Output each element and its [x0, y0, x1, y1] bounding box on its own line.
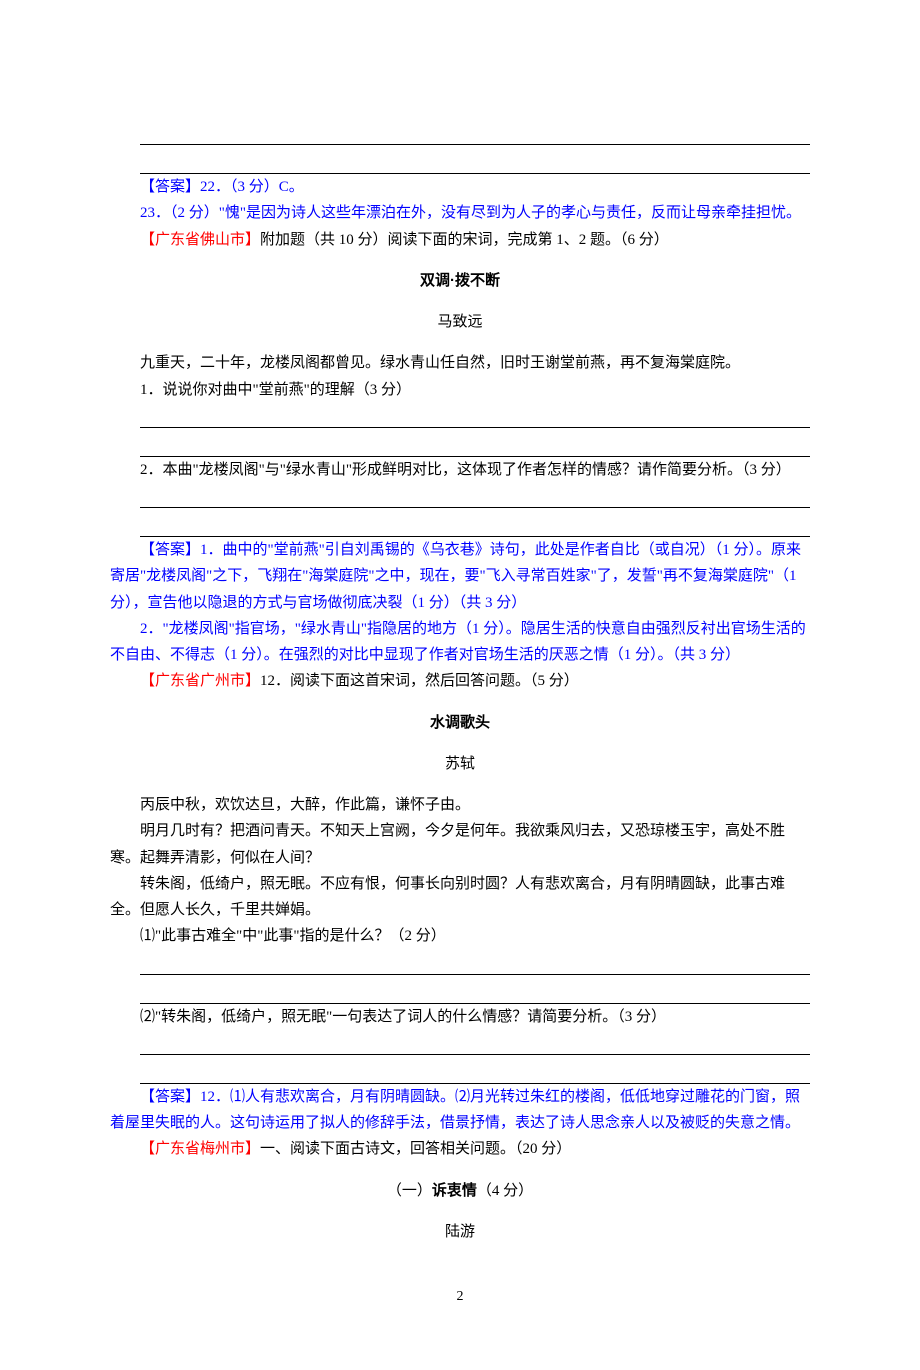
source-tag: 【广东省梅州市】: [140, 1141, 260, 1157]
source-tag: 【广东省佛山市】: [140, 232, 260, 248]
answer-blank-line: [140, 1059, 810, 1084]
question-2-1: ⑴"此事古难全"中"此事"指的是什么？（2 分）: [110, 923, 810, 949]
answer-1: 【答案】1．曲中的"堂前燕"引自刘禹锡的《乌衣巷》诗句，此处是作者自比（或自况）…: [110, 537, 810, 616]
section-instruction: 12．阅读下面这首宋词，然后回答问题。（5 分）: [260, 673, 579, 689]
answer-2: 【答案】12．⑴人有悲欢离合，月有阴晴圆缺。⑵月光转过朱红的楼阁，低低地穿过雕花…: [110, 1084, 810, 1137]
poem-title-2: 水调歌头: [110, 710, 810, 736]
answer-blank-line: [140, 950, 810, 975]
poem-title-3: 诉衷情: [432, 1182, 477, 1199]
title-3-suffix: （4 分）: [477, 1183, 533, 1199]
poem-1-line: 九重天，二十年，龙楼凤阁都曾见。绿水青山任自然，旧时王谢堂前燕，再不复海棠庭院。: [110, 350, 810, 376]
source-tag: 【广东省广州市】: [140, 673, 260, 689]
question-1-1: 1．说说你对曲中"堂前燕"的理解（3 分）: [110, 377, 810, 403]
answer-blank-line: [140, 512, 810, 537]
page-number: 2: [110, 1285, 810, 1310]
answer-22-body: 22．（3 分）C。: [200, 179, 304, 195]
document-page: 【答案】22．（3 分）C。 23．（2 分）"愧"是因为诗人这些年漂泊在外，没…: [0, 0, 920, 1370]
poem-2-preface: 丙辰中秋，欢饮达旦，大醉，作此篇，谦怀子由。: [110, 792, 810, 818]
poem-2-stanza-1: 明月几时有？把酒问青天。不知天上宫阙，今夕是何年。我欲乘风归去，又恐琼楼玉宇，高…: [110, 818, 810, 871]
section-guangzhou: 【广东省广州市】12．阅读下面这首宋词，然后回答问题。（5 分）: [110, 668, 810, 694]
question-2-2: ⑵"转朱阁，低绮户，照无眠"一句表达了词人的什么情感？请简要分析。（3 分）: [110, 1004, 810, 1030]
answer-blank-line: [140, 979, 810, 1004]
poem-title-1: 双调·拨不断: [110, 268, 810, 294]
section-instruction: 一、阅读下面古诗文，回答相关问题。（20 分）: [260, 1141, 571, 1157]
poem-author-2: 苏轼: [110, 751, 810, 777]
answer-22: 【答案】22．（3 分）C。: [110, 174, 810, 200]
poem-title-3-line: （一）诉衷情（4 分）: [110, 1178, 810, 1204]
title-3-prefix: （一）: [387, 1183, 432, 1199]
answer-23: 23．（2 分）"愧"是因为诗人这些年漂泊在外，没有尽到为人子的孝心与责任，反而…: [110, 200, 810, 226]
poem-author-3: 陆游: [110, 1219, 810, 1245]
poem-2-stanza-2: 转朱阁，低绮户，照无眠。不应有恨，何事长向别时圆？人有悲欢离合，月有阴晴圆缺，此…: [110, 871, 810, 924]
answer-2-body: 12．⑴人有悲欢离合，月有阴晴圆缺。⑵月光转过朱红的楼阁，低低地穿过雕花的门窗，…: [110, 1089, 800, 1131]
question-1-2: 2．本曲"龙楼凤阁"与"绿水青山"形成鲜明对比，这体现了作者怎样的情感？请作简要…: [110, 457, 810, 483]
answer-blank-line: [140, 120, 810, 145]
answer-blank-line: [140, 432, 810, 457]
answer-blank-line: [140, 1030, 810, 1055]
answer-label: 【答案】: [140, 179, 200, 195]
answer-1-body: 1．曲中的"堂前燕"引自刘禹锡的《乌衣巷》诗句，此处是作者自比（或自况）（1 分…: [110, 542, 801, 611]
answer-1-2: 2．"龙楼凤阁"指官场，"绿水青山"指隐居的地方（1 分）。隐居生活的快意自由强…: [110, 616, 810, 669]
answer-blank-line: [140, 149, 810, 174]
poem-author-1: 马致远: [110, 309, 810, 335]
answer-label: 【答案】: [140, 542, 200, 558]
section-meizhou: 【广东省梅州市】一、阅读下面古诗文，回答相关问题。（20 分）: [110, 1136, 810, 1162]
section-instruction: 附加题（共 10 分）阅读下面的宋词，完成第 1、2 题。（6 分）: [260, 232, 669, 248]
answer-label: 【答案】: [140, 1089, 200, 1105]
answer-blank-line: [140, 483, 810, 508]
section-foshan: 【广东省佛山市】附加题（共 10 分）阅读下面的宋词，完成第 1、2 题。（6 …: [110, 227, 810, 253]
answer-blank-line: [140, 403, 810, 428]
